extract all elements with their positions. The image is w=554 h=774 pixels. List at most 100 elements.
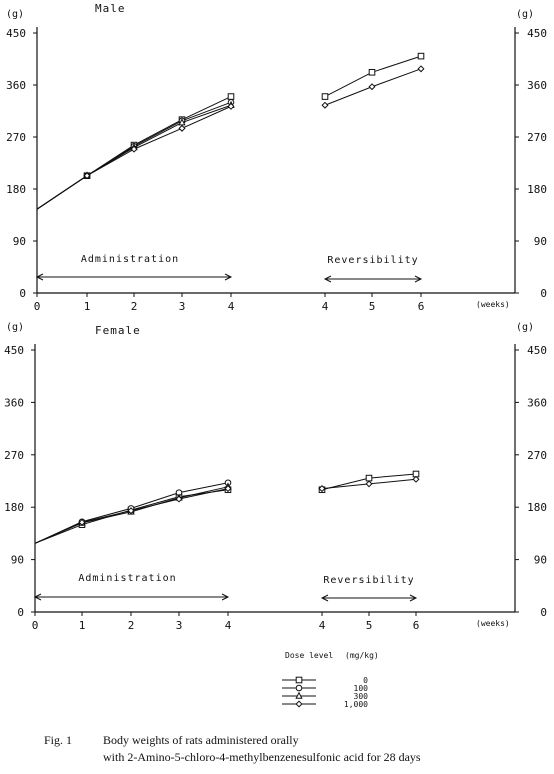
female-y-tick-label-right: 360 [527, 396, 547, 409]
female-x-tick-label: 6 [413, 619, 420, 632]
female-administration-point-diamond [78, 518, 86, 526]
male-administration-point-square [227, 93, 235, 100]
female-y-tick-label-right: 90 [534, 554, 547, 567]
male-reversibility-line-square [324, 55, 422, 97]
male-reversibility-point-diamond [417, 65, 425, 73]
female-reversibility-point-diamond [412, 475, 420, 483]
female-administration-line-square [34, 489, 229, 544]
female-y-tick-label-right: 450 [527, 344, 547, 357]
female-reversibility-point-diamond [318, 485, 326, 493]
male-administration-point-diamond [178, 124, 186, 132]
female-x-tick-label: 0 [32, 619, 39, 632]
male-x-tick-label: 2 [131, 300, 138, 313]
male-reversibility-point-diamond [368, 83, 376, 91]
male-y-tick-label-left: 270 [6, 131, 26, 144]
figure-number: Fig. 1 [44, 733, 73, 747]
female-x-tick-label: 3 [176, 619, 183, 632]
male-x-tick-label: 0 [34, 300, 41, 313]
male-y-tick-label-left: 450 [6, 27, 26, 40]
female-y-tick-label-right: 270 [527, 449, 547, 462]
female-y-tick-label-left: 0 [17, 606, 24, 619]
male-y-tick-label-left: 360 [6, 79, 26, 92]
female-reversibility-point-diamond [365, 480, 373, 488]
female-reversibility-arrow-head-left [320, 594, 329, 602]
legend-marker-square [295, 676, 303, 684]
legend-entry-label: 100 [354, 684, 369, 693]
female-reversibility-point-square [365, 474, 373, 482]
male-administration-arrow-head-left [35, 273, 44, 281]
female-y-tick-label-left: 180 [4, 501, 24, 514]
female-x-unit: (weeks) [476, 619, 510, 628]
male-y-unit-left: (g) [6, 9, 24, 20]
male-reversibility-point-square [417, 52, 425, 60]
male-x-tick-label: 1 [84, 300, 91, 313]
male-y-unit-right: (g) [516, 9, 534, 20]
female-x-tick-label: 4 [319, 619, 326, 632]
male-reversibility-point-diamond [321, 101, 329, 109]
male-administration-arrow-head-right [224, 273, 233, 281]
female-panel-label: Female [95, 324, 141, 337]
male-reversibility-arrow-head-left [323, 275, 332, 283]
male-reversibility-point-square [321, 93, 329, 100]
male-y-tick-label-right: 90 [534, 235, 547, 248]
female-administration-point-diamond [127, 507, 135, 515]
male-administration-line-circle [36, 101, 232, 210]
female-y-unit-right: (g) [516, 322, 534, 333]
male-x-tick-label: 5 [369, 300, 376, 313]
female-reversibility-arrow-head-right [409, 594, 418, 602]
female-y-tick-label-left: 360 [4, 396, 24, 409]
male-y-tick-label-left: 90 [13, 235, 26, 248]
male-administration-line-diamond [36, 105, 232, 210]
legend-marker-circle [295, 684, 303, 692]
male-y-tick-label-right: 360 [527, 79, 547, 92]
legend-entry-label: 0 [363, 676, 368, 685]
legend-entry-label: 300 [354, 692, 369, 701]
male-x-unit: (weeks) [476, 300, 510, 309]
male-y-tick-label-left: 0 [19, 287, 26, 300]
female-y-tick-label-left: 270 [4, 449, 24, 462]
male-x-tick-label: 4 [322, 300, 329, 313]
male-administration-point-diamond [83, 172, 91, 180]
legend-entry-label: 1,000 [344, 700, 368, 709]
male-panel-label: Male [95, 2, 126, 15]
male-x-tick-label: 4 [228, 300, 235, 313]
male-administration-point-diamond [130, 145, 138, 153]
male-administration-line-triangle [36, 104, 232, 210]
male-reversibility-arrow-head-right [414, 275, 423, 283]
male-y-tick-label-right: 450 [527, 27, 547, 40]
female-y-unit-left: (g) [6, 322, 24, 333]
female-administration-line-diamond [34, 488, 229, 544]
female-y-tick-label-left: 90 [11, 554, 24, 567]
female-x-tick-label: 1 [79, 619, 86, 632]
female-reversibility-label: Reversibility [323, 575, 414, 586]
female-x-tick-label: 5 [366, 619, 373, 632]
male-administration-point-diamond [227, 102, 235, 110]
caption-line-2: with 2-Amino-5-chloro-4-methylbenzenesul… [103, 750, 421, 764]
male-administration-label: Administration [81, 254, 179, 265]
female-administration-arrow-head-left [33, 593, 42, 601]
caption-line-1: Body weights of rats administered orally [103, 733, 299, 747]
male-reversibility-point-square [368, 68, 376, 76]
female-administration-label: Administration [78, 573, 176, 584]
legend-unit: (mg/kg) [345, 651, 379, 660]
male-y-tick-label-left: 180 [6, 183, 26, 196]
legend-marker-triangle [295, 691, 303, 699]
female-y-tick-label-left: 450 [4, 344, 24, 357]
female-x-tick-label: 2 [128, 619, 135, 632]
male-reversibility-label: Reversibility [327, 255, 418, 266]
female-administration-point-diamond [175, 495, 183, 503]
female-x-tick-label: 4 [225, 619, 232, 632]
male-x-tick-label: 3 [179, 300, 186, 313]
female-administration-line-triangle [34, 486, 229, 544]
female-y-tick-label-right: 0 [540, 606, 547, 619]
male-x-tick-label: 6 [418, 300, 425, 313]
female-y-tick-label-right: 180 [527, 501, 547, 514]
male-y-tick-label-right: 0 [540, 287, 547, 300]
female-administration-arrow-head-right [221, 593, 230, 601]
male-y-tick-label-right: 270 [527, 131, 547, 144]
legend-title: Dose level [285, 651, 333, 660]
male-y-tick-label-right: 180 [527, 183, 547, 196]
legend-marker-diamond [295, 700, 303, 708]
female-administration-point-diamond [224, 485, 232, 493]
